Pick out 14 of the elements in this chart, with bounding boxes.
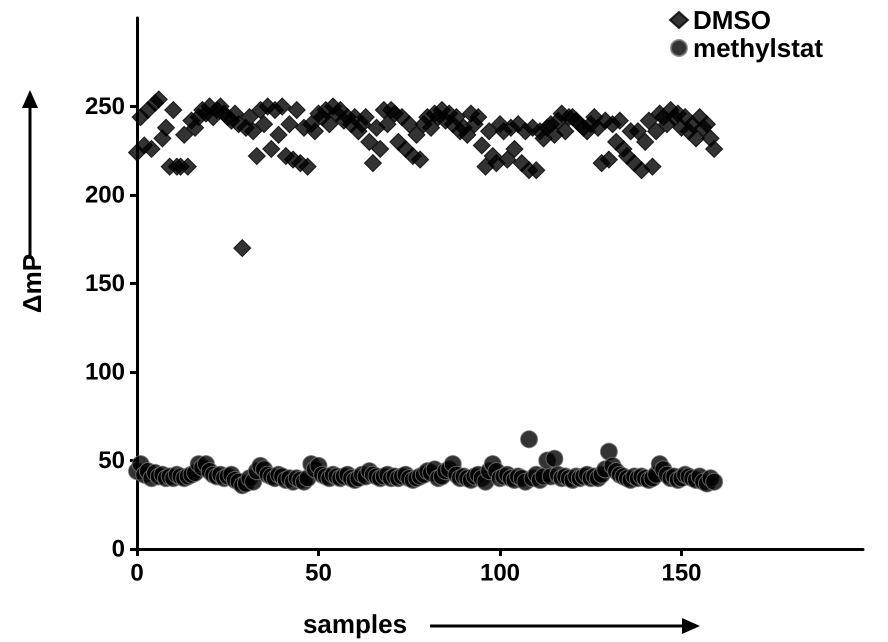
legend-label: DMSO [692,5,771,35]
x-tick-label: 50 [305,560,332,586]
y-tick-label: 50 [98,447,125,474]
x-tick-label: 0 [130,560,144,586]
y-tick-label: 250 [84,93,125,120]
y-tick-label: 100 [84,358,125,386]
x-tick-label: 150 [661,560,702,586]
legend-label: methylstat [692,33,824,63]
x-tick-label: 100 [480,560,520,586]
y-tick-label: 0 [112,536,125,562]
y-tick-label: 150 [84,270,125,297]
x-axis-title: samples [302,609,408,639]
y-tick-label: 200 [84,182,125,208]
y-axis-title: ΔmP [17,254,47,314]
